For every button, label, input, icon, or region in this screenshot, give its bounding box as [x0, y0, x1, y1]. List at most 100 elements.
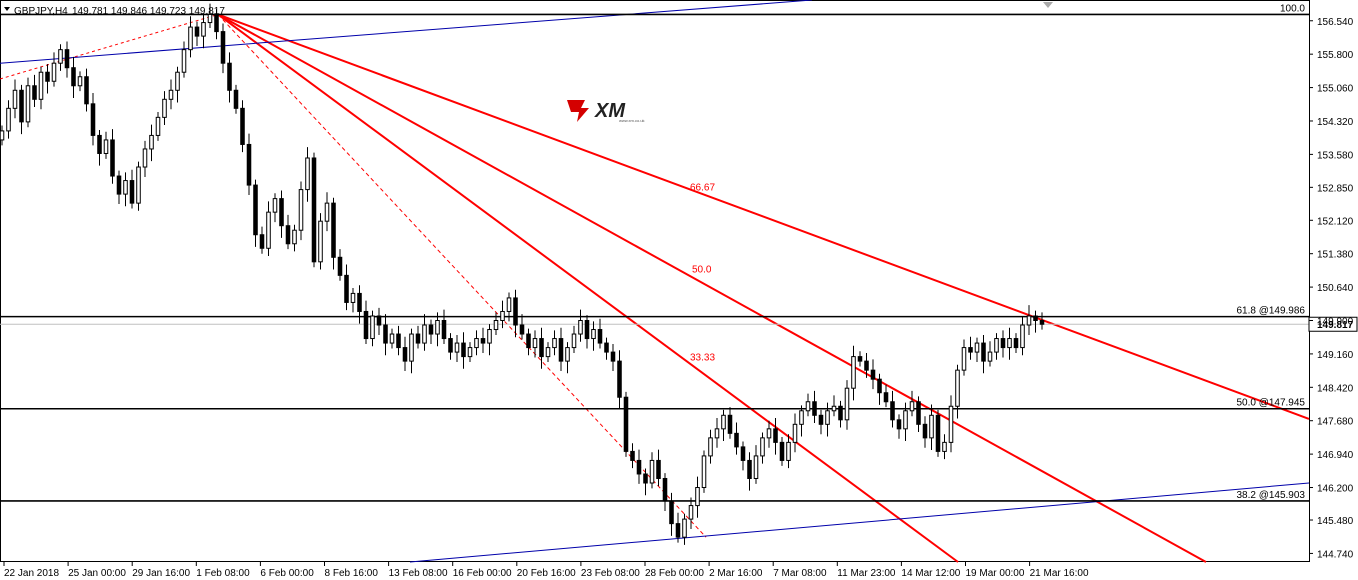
candle-body — [38, 71, 44, 100]
candle-body — [883, 392, 889, 403]
candle-body — [116, 175, 122, 195]
plot-area[interactable] — [0, 0, 1310, 562]
x-tick-label: 23 Feb 08:00 — [581, 568, 640, 579]
candle-body — [103, 139, 109, 154]
candle-body — [578, 319, 583, 335]
y-tick-label: 152.850 — [1317, 183, 1354, 194]
candle-body — [64, 49, 70, 69]
symbol-label: GBPJPY,H4 — [14, 6, 68, 17]
candle-body — [259, 234, 265, 249]
scroll-marker-icon[interactable] — [1043, 2, 1053, 8]
fan-line-label: 33.33 — [690, 353, 715, 364]
xm-logo: XM www.xm.co.uk — [567, 100, 645, 123]
y-tick-label: 153.580 — [1317, 150, 1354, 161]
candle-body — [994, 338, 999, 353]
candle-body — [285, 225, 291, 245]
candle-body — [12, 89, 18, 109]
candle-body — [935, 414, 941, 452]
candle-body — [916, 401, 921, 425]
candle-body — [981, 342, 986, 362]
candle-body — [97, 134, 102, 154]
candle-body — [792, 423, 798, 443]
y-tick-label: 151.380 — [1317, 250, 1354, 261]
candle-body — [877, 378, 882, 394]
candle-body — [662, 477, 668, 502]
candle-body — [227, 62, 232, 91]
candle-body — [851, 356, 856, 389]
candle-body — [825, 410, 830, 425]
candle-body — [181, 49, 187, 73]
candle-body — [240, 107, 245, 145]
time-axis: 22 Jan 2018 25 Jan 00:00 29 Jan 16:00 1 Feb… — [3, 562, 1089, 579]
fan-line-label: 66.67 — [690, 182, 715, 193]
candle-body — [337, 256, 343, 276]
candle-body — [58, 49, 63, 64]
x-tick-label: 14 Mar 12:00 — [901, 568, 960, 579]
chart-header: GBPJPY,H4 149.781 149.846 149.723 149.81… — [4, 2, 1053, 17]
fib-level-label: 100.0 — [1280, 3, 1305, 14]
candle-body — [1007, 338, 1012, 349]
x-tick-label: 29 Jan 16:00 — [132, 568, 190, 579]
candle-body — [688, 505, 694, 520]
y-tick-label: 149.160 — [1317, 350, 1354, 361]
candle-body — [110, 139, 115, 177]
candle-body — [513, 297, 518, 326]
dropdown-arrow-icon[interactable] — [4, 7, 10, 11]
candle-body — [123, 180, 128, 195]
fib-levels[interactable]: 100.0 61.8 @149.986 50.0 @147.945 38.2 @145… — [0, 3, 1358, 502]
current-price-label: 149.817 — [1317, 320, 1354, 331]
candle-body — [474, 338, 479, 349]
candle-body — [844, 387, 850, 421]
candle-body — [630, 450, 635, 461]
candle-body — [500, 310, 505, 321]
candle-body — [298, 189, 304, 231]
candle-body — [207, 13, 213, 24]
fan-line — [217, 13, 1207, 563]
candle-body — [357, 292, 362, 312]
candle-body — [597, 329, 603, 344]
candle-body — [1039, 319, 1045, 325]
candle-body — [734, 432, 739, 448]
candle-body — [155, 116, 161, 136]
candle-body — [487, 329, 492, 344]
candle-body — [201, 22, 206, 37]
candle-body — [409, 333, 414, 362]
y-tick-label: 154.320 — [1317, 117, 1354, 128]
y-tick-label: 152.120 — [1317, 216, 1354, 227]
candle-body — [493, 319, 499, 331]
candle-body — [428, 324, 434, 335]
candle-body — [987, 351, 993, 362]
candle-body — [604, 342, 609, 353]
candle-body — [389, 333, 395, 344]
fan-lines[interactable]: 66.67 50.0 33.33 — [0, 13, 1310, 563]
candle-body — [812, 401, 817, 416]
x-tick-label: 20 Feb 16:00 — [517, 568, 576, 579]
x-tick-label: 19 Mar 00:00 — [966, 568, 1025, 579]
candle-body — [415, 333, 421, 344]
candle-body — [747, 459, 752, 479]
candle-body — [266, 211, 271, 249]
candle-body — [526, 333, 531, 349]
candle-body — [623, 396, 629, 452]
candle-body — [32, 85, 37, 100]
candle-body — [1013, 338, 1019, 349]
logo-subtext: www.xm.co.uk — [619, 118, 645, 123]
logo-text: XM — [594, 100, 626, 122]
logo-mark-icon — [567, 100, 589, 122]
candle-body — [870, 369, 876, 380]
candle-body — [903, 410, 908, 430]
candle-body — [617, 360, 622, 398]
lower-trendline — [409, 482, 1310, 563]
trend-lines[interactable] — [0, 0, 1310, 563]
y-tick-label: 155.800 — [1317, 50, 1354, 61]
x-tick-label: 1 Feb 08:00 — [196, 568, 250, 579]
candle-body — [675, 523, 681, 538]
candle-body — [532, 338, 538, 349]
candle-body — [942, 441, 947, 452]
candle-body — [376, 315, 382, 326]
candle-body — [805, 401, 811, 412]
y-tick-label: 146.200 — [1317, 484, 1354, 495]
fan-line — [217, 13, 1310, 420]
candle-body — [760, 437, 765, 457]
